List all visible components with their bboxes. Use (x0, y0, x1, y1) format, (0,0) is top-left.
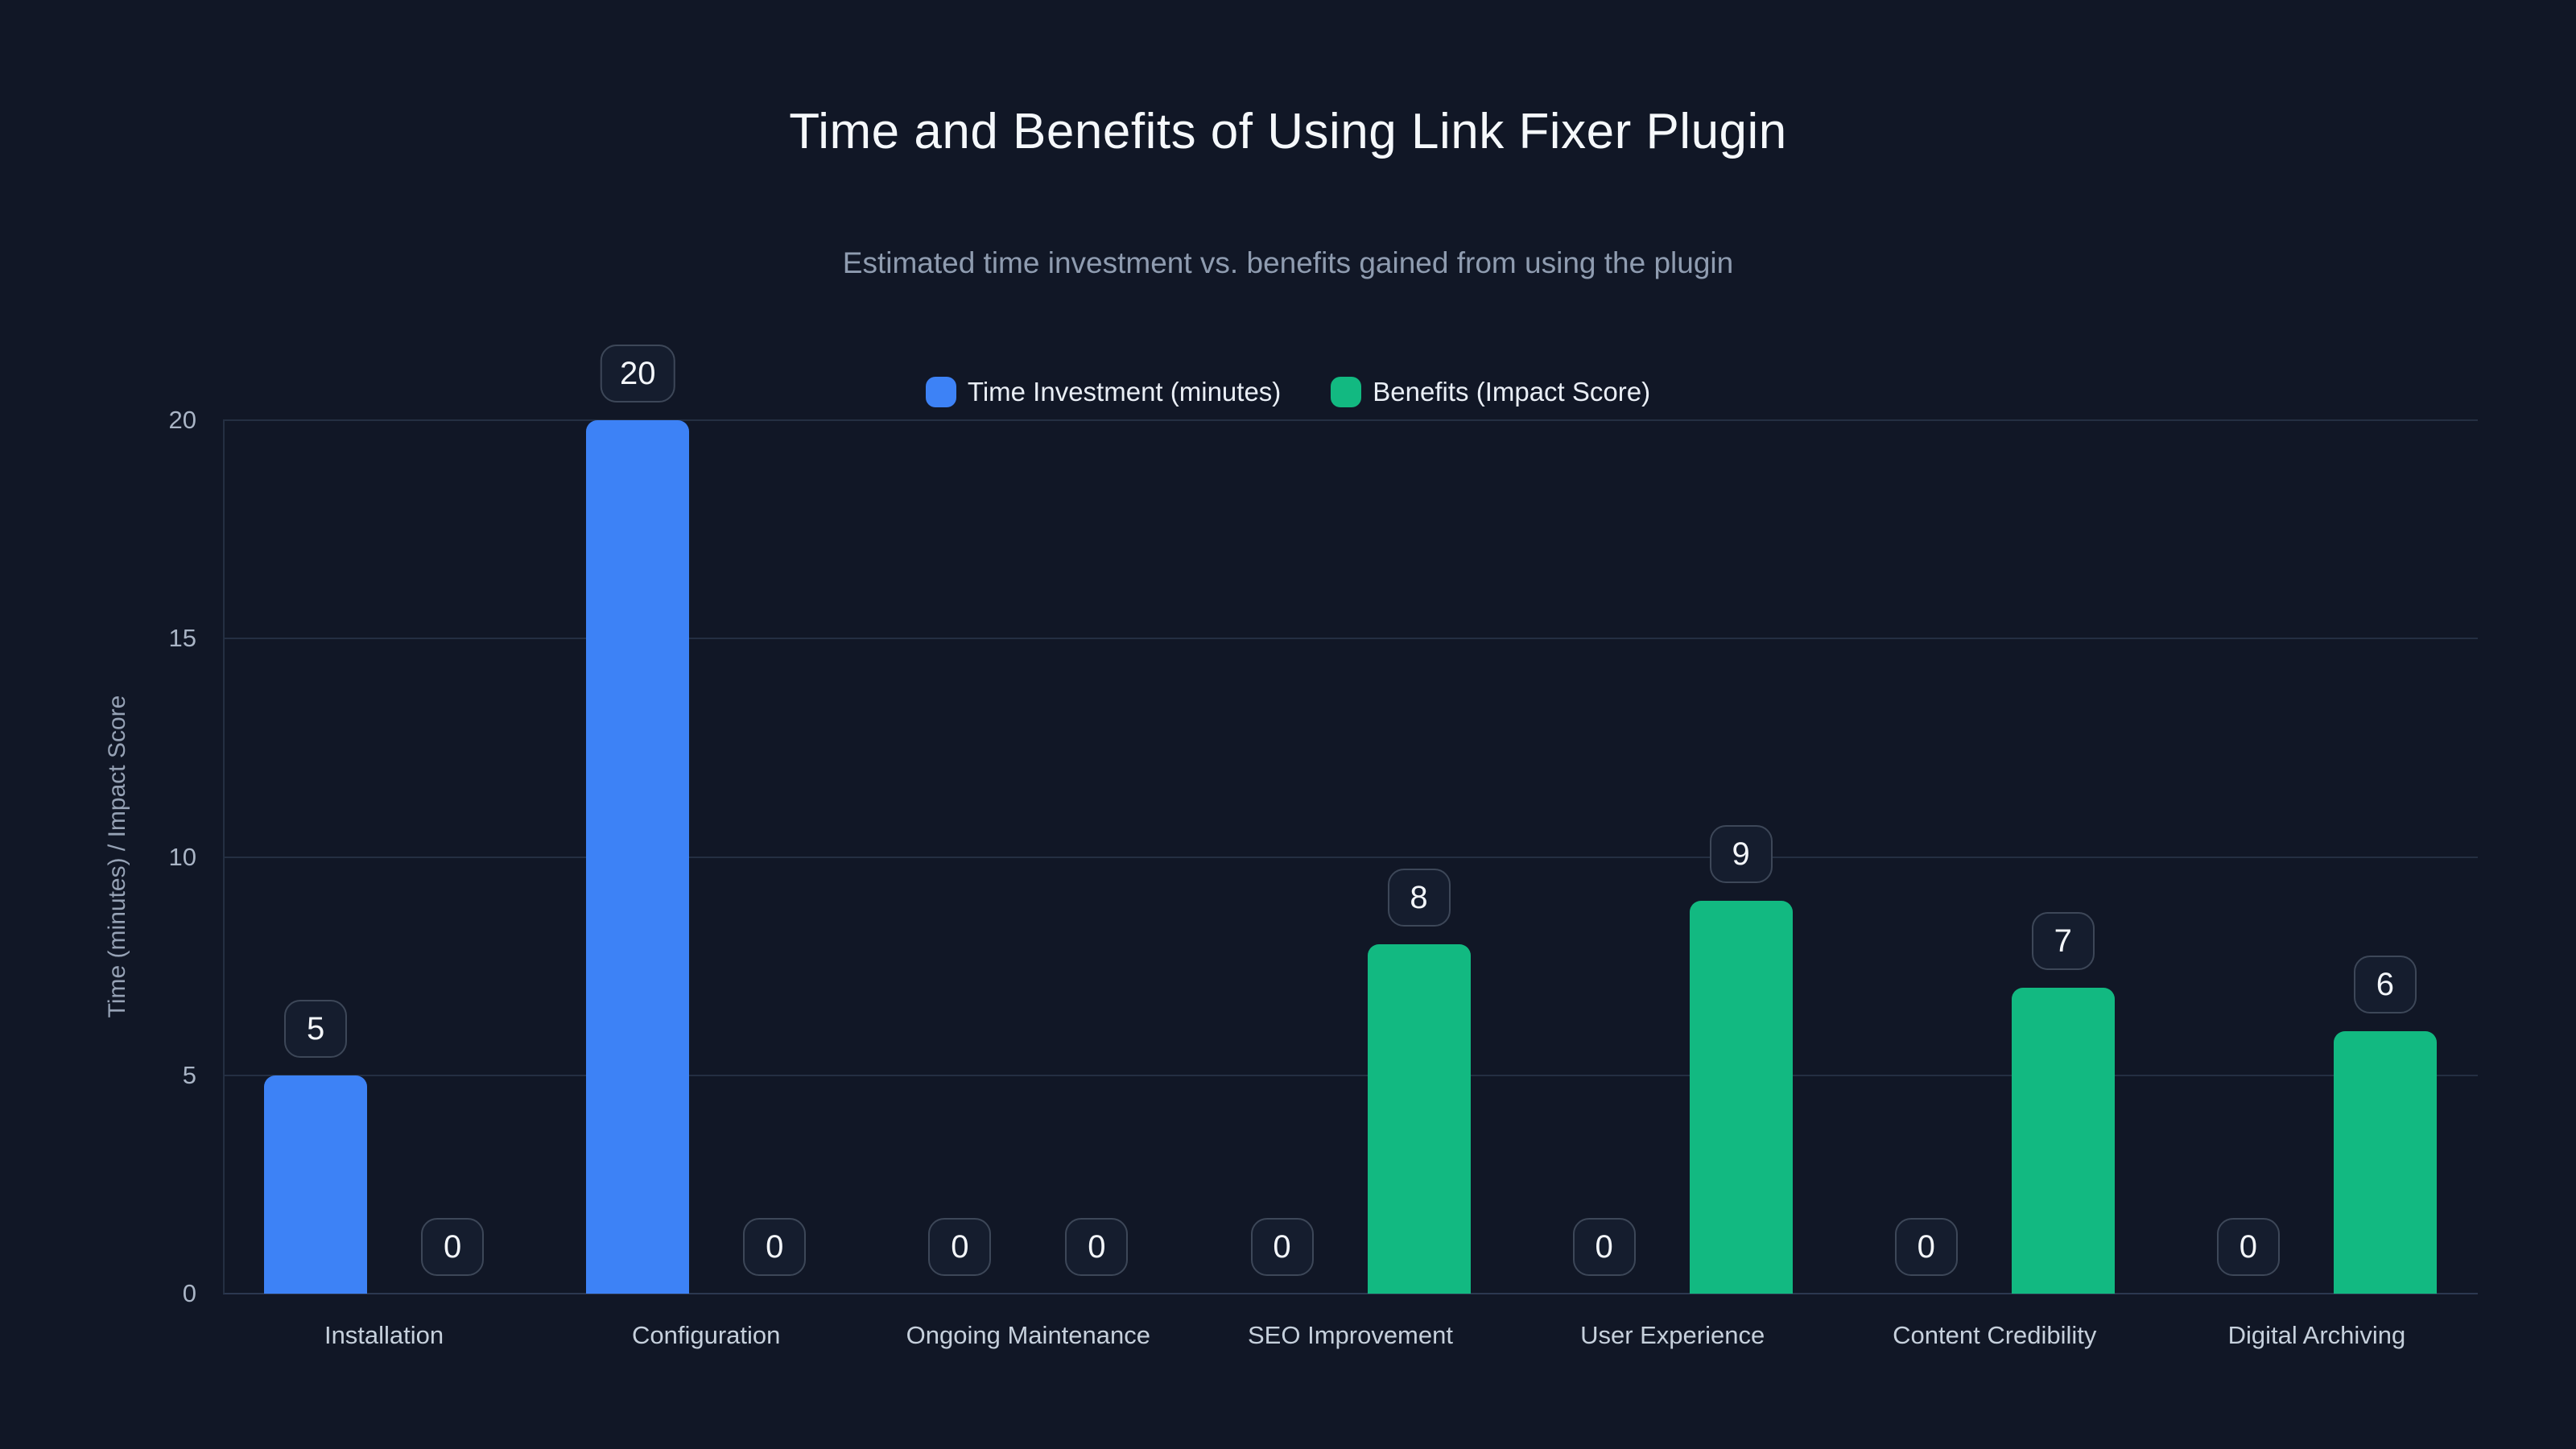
gridline (223, 419, 2478, 421)
legend-item[interactable]: Time Investment (minutes) (925, 377, 1282, 407)
value-badge: 0 (1572, 1218, 1636, 1276)
x-category-label: Configuration (632, 1321, 781, 1349)
x-category-label: Content Credibility (1893, 1321, 2097, 1349)
x-category-label: User Experience (1580, 1321, 1765, 1349)
bar-benefits (2011, 988, 2115, 1294)
legend-label: Time Investment (minutes) (967, 377, 1282, 407)
chart-subtitle: Estimated time investment vs. benefits g… (842, 246, 1734, 279)
legend-swatch (925, 377, 956, 407)
legend-item[interactable]: Benefits (Impact Score) (1331, 377, 1650, 407)
gridline (223, 856, 2478, 858)
value-badge: 20 (600, 345, 675, 402)
bar-benefits (2333, 1031, 2437, 1294)
gridline (223, 638, 2478, 640)
x-category-label: SEO Improvement (1248, 1321, 1453, 1349)
gridline (223, 1074, 2478, 1076)
value-badge: 8 (1387, 869, 1451, 927)
value-badge: 0 (2216, 1218, 2280, 1276)
value-badge: 5 (284, 1000, 348, 1058)
value-badge: 0 (421, 1218, 485, 1276)
y-tick-label: 20 (168, 406, 196, 434)
value-badge: 0 (1250, 1218, 1314, 1276)
bar-time-investment (586, 420, 690, 1294)
bar-time-investment (264, 1075, 368, 1294)
value-badge: 6 (2353, 956, 2417, 1013)
y-axis-line (223, 420, 225, 1294)
value-badge: 0 (928, 1218, 992, 1276)
value-badge: 7 (2031, 912, 2095, 970)
y-tick-label: 15 (168, 624, 196, 653)
chart-title: Time and Benefits of Using Link Fixer Pl… (789, 104, 1787, 159)
x-category-label: Digital Archiving (2227, 1321, 2406, 1349)
value-badge: 0 (1894, 1218, 1958, 1276)
value-badge: 0 (1065, 1218, 1129, 1276)
x-category-label: Installation (324, 1321, 444, 1349)
y-tick-label: 0 (182, 1279, 196, 1307)
value-badge: 0 (743, 1218, 807, 1276)
legend-swatch (1331, 377, 1362, 407)
y-tick-label: 5 (182, 1060, 196, 1089)
x-category-label: Ongoing Maintenance (906, 1321, 1150, 1349)
y-tick-label: 10 (168, 842, 196, 871)
bar-benefits (1689, 901, 1793, 1294)
gridline (223, 1293, 2478, 1294)
bar-benefits (1367, 944, 1471, 1294)
legend-label: Benefits (Impact Score) (1373, 377, 1651, 407)
value-badge: 9 (1709, 825, 1773, 883)
legend: Time Investment (minutes) Benefits (Impac… (0, 365, 2576, 419)
